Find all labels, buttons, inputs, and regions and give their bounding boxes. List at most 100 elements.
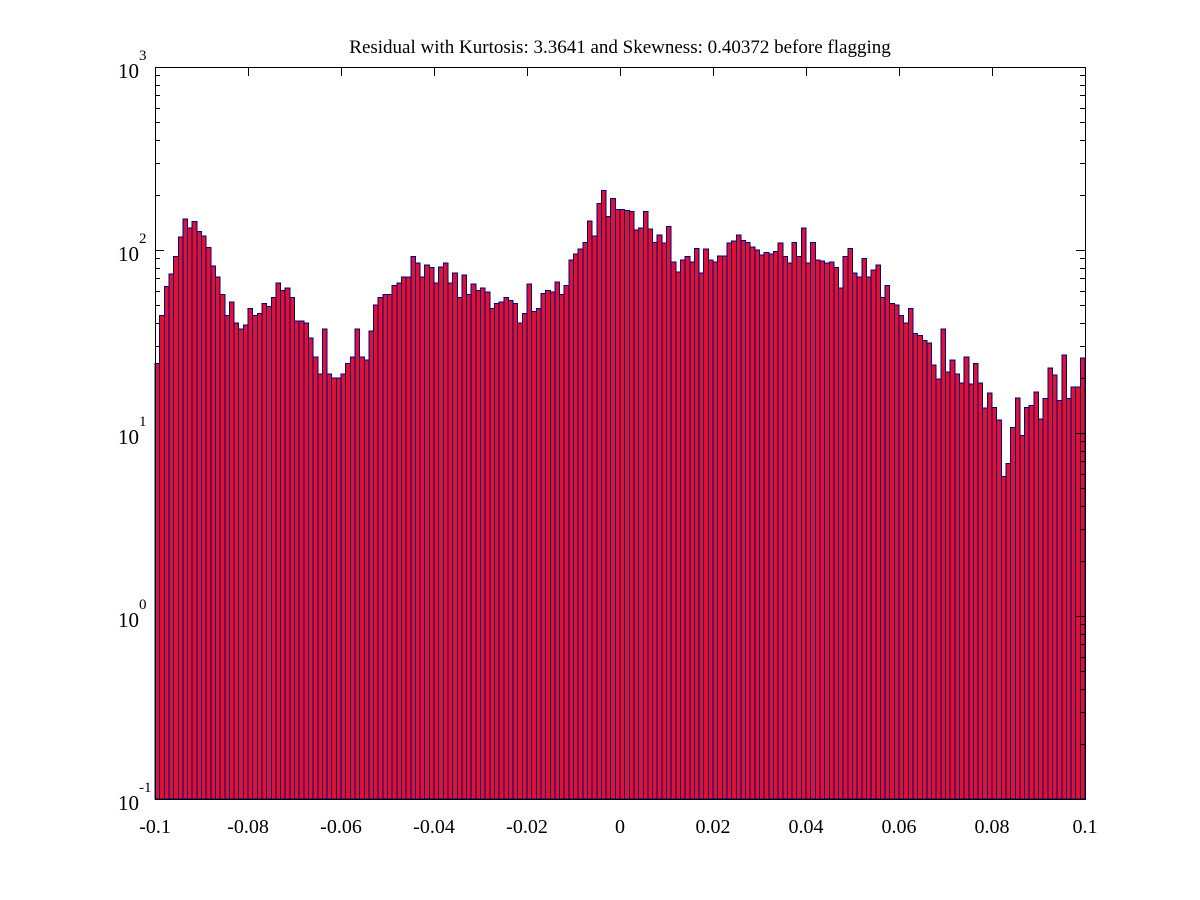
histogram-bar — [331, 377, 337, 800]
histogram-bar — [582, 241, 588, 800]
histogram-bar — [387, 294, 393, 800]
histogram-bar — [931, 364, 937, 800]
histogram-bar — [921, 340, 928, 800]
histogram-bar — [447, 282, 454, 800]
histogram-bar — [201, 235, 207, 800]
histogram-bar — [903, 322, 909, 800]
histogram-bar — [893, 304, 900, 800]
histogram-bar — [735, 234, 742, 800]
x-tick-labels: -0.1 -0.08 -0.06 -0.04 -0.02 0 0.02 0.04 0.06 0.0… — [139, 816, 1097, 838]
histogram-bar — [693, 247, 700, 800]
histogram-bar — [396, 282, 402, 800]
histogram-bar — [549, 291, 556, 800]
histogram-bar — [373, 304, 379, 800]
histogram-bar — [256, 312, 263, 800]
histogram-bar — [1079, 357, 1086, 800]
histogram-bar — [856, 276, 863, 800]
histogram-bar — [759, 254, 765, 800]
histogram-bar — [768, 253, 774, 800]
histogram-bar — [628, 211, 635, 800]
histogram-bar — [1056, 399, 1063, 800]
histogram-bar — [242, 324, 249, 800]
histogram-bar — [340, 373, 347, 800]
histogram-bar — [307, 337, 314, 800]
x-tick-label: -0.02 — [506, 816, 548, 838]
histogram-bar — [173, 256, 179, 800]
histogram-bar — [424, 264, 430, 800]
histogram-bar — [349, 356, 356, 800]
histogram-bar — [577, 248, 584, 800]
histogram-bar — [205, 247, 212, 800]
histogram-bar — [907, 307, 914, 800]
histogram-bar — [456, 297, 463, 800]
histogram-bar — [847, 247, 853, 800]
histogram-bar — [275, 282, 282, 800]
histogram-bar — [470, 283, 477, 800]
histogram-bar — [782, 256, 788, 800]
x-tick-label: -0.04 — [413, 816, 455, 838]
histogram-bar — [805, 262, 812, 800]
x-tick-label: -0.06 — [320, 816, 362, 838]
histogram-bar — [954, 373, 960, 800]
histogram-bar — [266, 306, 272, 800]
histogram-bar — [554, 281, 561, 800]
histogram-bar — [335, 377, 342, 800]
histogram-bar — [1005, 463, 1012, 800]
histogram-bar — [531, 311, 537, 800]
histogram-bar — [968, 383, 974, 800]
histogram-bar — [1070, 386, 1077, 800]
histogram-bar — [540, 292, 547, 800]
histogram-bar — [698, 272, 705, 800]
x-tick-label: 0.04 — [789, 816, 824, 838]
x-tick-label: 0.06 — [882, 816, 917, 838]
histogram-bar — [252, 314, 258, 800]
histogram-bar — [963, 356, 970, 800]
histogram-bar — [475, 290, 482, 800]
histogram-bar — [717, 255, 723, 800]
x-tick-label: 0.08 — [975, 816, 1010, 838]
histogram-bar — [414, 262, 421, 800]
histogram-bar — [1000, 475, 1007, 800]
histogram-bar — [196, 231, 203, 800]
histogram-bar — [1038, 418, 1044, 800]
histogram-bar — [452, 272, 458, 800]
histogram-bar — [945, 371, 951, 800]
histogram-bar — [535, 307, 542, 800]
histogram-bar — [786, 262, 793, 800]
histogram-bar — [410, 256, 416, 800]
histogram-bar — [1028, 405, 1035, 800]
histogram-bar — [842, 256, 849, 800]
histogram-bar — [972, 362, 979, 800]
histogram-bar — [1051, 374, 1058, 800]
histogram-bar — [163, 286, 170, 800]
histogram-bar — [261, 303, 268, 800]
histogram-bar — [912, 332, 919, 800]
x-tick-label: 0 — [615, 816, 625, 838]
chart-title: Residual with Kurtosis: 3.3641 and Skewn… — [349, 37, 891, 58]
histogram-bar — [926, 342, 933, 800]
histogram-bar — [600, 189, 607, 800]
histogram-bar — [986, 392, 993, 800]
histogram-bar — [875, 264, 881, 800]
histogram-bar — [294, 320, 300, 800]
histogram-bar — [777, 242, 784, 800]
histogram-bar — [345, 362, 351, 800]
histogram-bar — [754, 249, 760, 800]
histogram-bar — [689, 261, 695, 800]
histogram-bar — [563, 284, 570, 800]
y-tick-label: 103 — [118, 48, 147, 83]
histogram-bar — [303, 322, 309, 800]
histogram-bar — [745, 241, 751, 800]
histogram-bar — [405, 276, 412, 800]
histogram-bar — [182, 218, 189, 800]
histogram-bar — [614, 209, 621, 800]
histogram-bar — [749, 246, 756, 800]
histogram-bar — [191, 221, 198, 800]
histogram-bar — [870, 269, 877, 800]
histogram-bar — [573, 253, 579, 800]
x-tick-label: -0.08 — [227, 816, 269, 838]
histogram-bar — [284, 287, 291, 800]
histogram-bar — [219, 294, 226, 800]
histogram-bar — [810, 241, 816, 800]
